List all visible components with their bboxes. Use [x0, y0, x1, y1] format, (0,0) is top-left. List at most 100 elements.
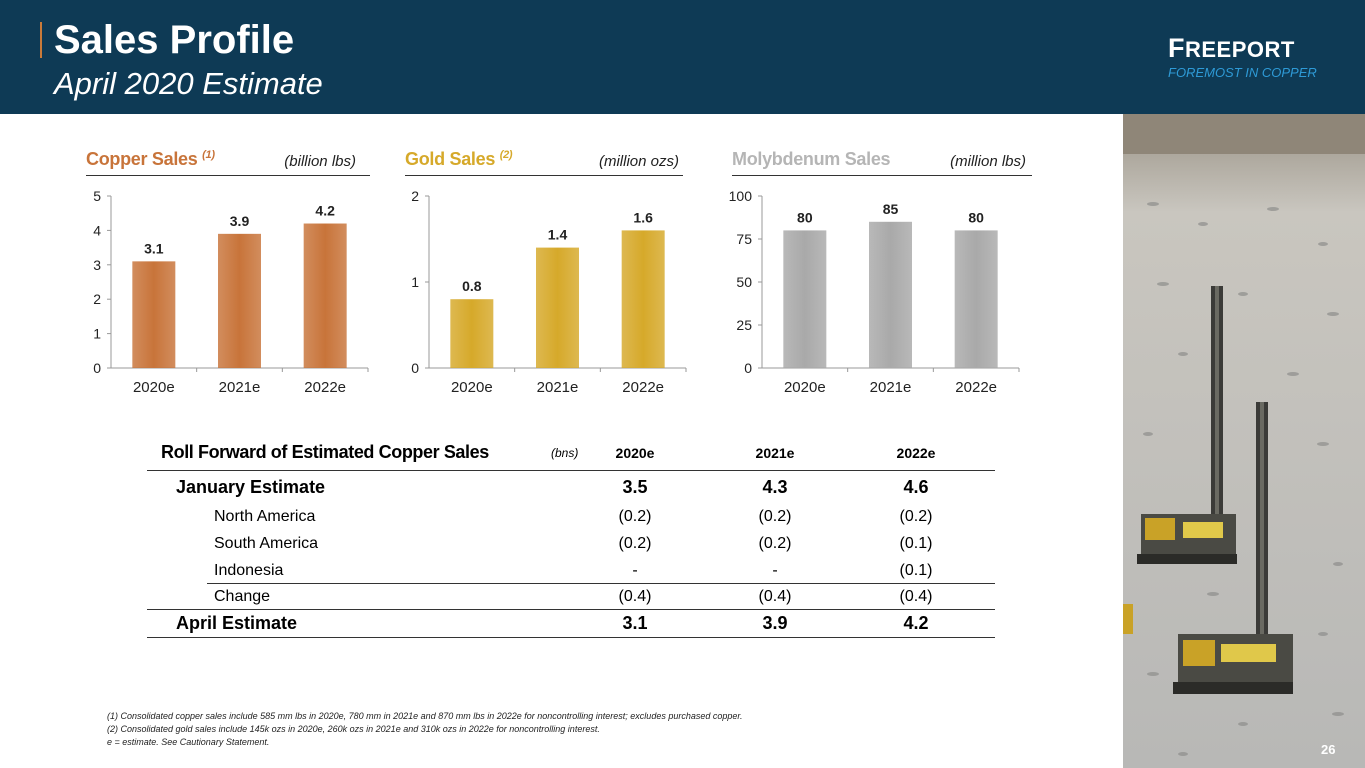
title-accent-bar [40, 22, 42, 58]
moly-chart-title: Molybdenum Sales [732, 149, 891, 169]
row-value: (0.1) [899, 562, 933, 579]
header-banner: Sales Profile April 2020 Estimate FREEPO… [0, 0, 1365, 114]
row-value: 3.5 [622, 477, 648, 497]
table-rule [147, 609, 995, 610]
table-unit: (bns) [551, 446, 579, 460]
bar [621, 230, 665, 368]
x-tick-label: 2020e [784, 379, 826, 396]
logo-wordmark: FREEPORT [1168, 33, 1295, 63]
data-label: 0.8 [462, 278, 482, 294]
y-tick-label: 1 [93, 326, 101, 342]
table-rule [207, 583, 995, 584]
row-value: - [632, 562, 638, 579]
data-label: 1.4 [548, 227, 568, 243]
page-number: 26 [1321, 742, 1336, 757]
data-label: 3.1 [144, 240, 164, 256]
moly-chart-unit: (million lbs) [950, 153, 1026, 170]
table-header-row: Roll Forward of Estimated Copper Sales (… [147, 442, 995, 464]
bar [536, 247, 579, 368]
copper-chart-title: Copper Sales (1) [86, 149, 215, 169]
moly-chart-header: Molybdenum Sales (million lbs) [732, 149, 1032, 176]
data-label: 80 [797, 209, 813, 225]
row-label: January Estimate [176, 477, 326, 497]
row-value: 4.6 [903, 477, 929, 497]
row-label: South America [214, 535, 319, 552]
row-label: April Estimate [176, 613, 298, 633]
bar [450, 299, 494, 368]
gold-chart-header: Gold Sales (2) (million ozs) [405, 149, 683, 176]
column-header: 2022e [896, 445, 936, 461]
copper-chart-header: Copper Sales (1) (billion lbs) [86, 149, 370, 176]
data-label: 4.2 [315, 203, 335, 219]
footnotes: (1) Consolidated copper sales include 58… [107, 710, 743, 749]
y-tick-label: 50 [736, 274, 752, 290]
y-tick-label: 25 [736, 317, 752, 333]
y-tick-label: 3 [93, 257, 101, 273]
y-tick-label: 100 [729, 188, 753, 204]
row-label: North America [214, 508, 316, 525]
row-value: (0.2) [618, 508, 652, 525]
row-value: (0.2) [899, 508, 933, 525]
row-value: (0.4) [758, 588, 792, 605]
row-label: Change [214, 588, 271, 605]
bar [132, 261, 176, 368]
column-header: 2021e [755, 445, 795, 461]
row-value: (0.2) [758, 535, 792, 552]
data-label: 1.6 [633, 209, 653, 225]
y-tick-label: 0 [411, 360, 419, 376]
x-tick-label: 2020e [451, 379, 493, 396]
footnote-2: (2) Consolidated gold sales include 145k… [107, 724, 600, 734]
x-tick-label: 2022e [304, 379, 346, 396]
x-tick-label: 2022e [955, 379, 997, 396]
row-value: (0.4) [899, 588, 933, 605]
bar [783, 230, 827, 368]
x-tick-label: 2021e [537, 379, 579, 396]
data-label: 3.9 [230, 213, 250, 229]
row-value: (0.4) [618, 588, 652, 605]
y-tick-label: 2 [93, 291, 101, 307]
gold-chart-unit: (million ozs) [598, 153, 679, 170]
row-value: - [772, 562, 778, 579]
row-value: 4.2 [903, 613, 929, 633]
y-tick-label: 4 [93, 222, 101, 238]
mine-photo [1123, 114, 1365, 768]
x-tick-label: 2021e [219, 379, 261, 396]
footnote-3: e = estimate. See Cautionary Statement. [107, 737, 270, 747]
data-label: 80 [968, 209, 984, 225]
y-tick-label: 1 [411, 274, 419, 290]
row-value: (0.2) [618, 535, 652, 552]
row-value: (0.2) [758, 508, 792, 525]
bar [303, 223, 347, 368]
moly-sales-chart: 0 25 50 75 100 80 2020e 85 2021e 80 2022e [729, 188, 1020, 396]
gold-chart-title: Gold Sales (2) [405, 149, 513, 169]
logo-tagline: FOREMOST IN COPPER [1168, 65, 1317, 80]
bar [954, 230, 998, 368]
x-tick-label: 2021e [870, 379, 912, 396]
page-title: Sales Profile [54, 18, 295, 62]
copper-chart-unit: (billion lbs) [284, 153, 356, 170]
row-value: (0.1) [899, 535, 933, 552]
row-value: 3.1 [622, 613, 648, 633]
y-tick-label: 0 [93, 360, 101, 376]
gold-sales-chart: 0 1 2 0.8 2020e 1.4 2021e 1.6 2022e [411, 188, 687, 396]
page-subtitle: April 2020 Estimate [54, 66, 323, 101]
row-value: 4.3 [762, 477, 788, 497]
y-tick-label: 0 [744, 360, 752, 376]
row-label: Indonesia [214, 562, 284, 579]
bar [869, 221, 912, 368]
table-rule [147, 470, 995, 471]
bar [218, 233, 261, 368]
y-tick-label: 2 [411, 188, 419, 204]
data-label: 85 [883, 201, 899, 217]
freeport-logo: FREEPORT FOREMOST IN COPPER [1168, 34, 1328, 80]
x-tick-label: 2020e [133, 379, 175, 396]
copper-sales-chart: 0 1 2 3 4 5 3.1 2020e 3.9 2021e 4.2 2022e [93, 188, 369, 396]
column-header: 2020e [615, 445, 655, 461]
table-rule [147, 637, 995, 638]
row-value: 3.9 [762, 613, 788, 633]
table-title: Roll Forward of Estimated Copper Sales [161, 442, 489, 462]
x-tick-label: 2022e [622, 379, 664, 396]
footnote-1: (1) Consolidated copper sales include 58… [107, 711, 743, 721]
y-tick-label: 75 [736, 231, 752, 247]
y-tick-label: 5 [93, 188, 101, 204]
